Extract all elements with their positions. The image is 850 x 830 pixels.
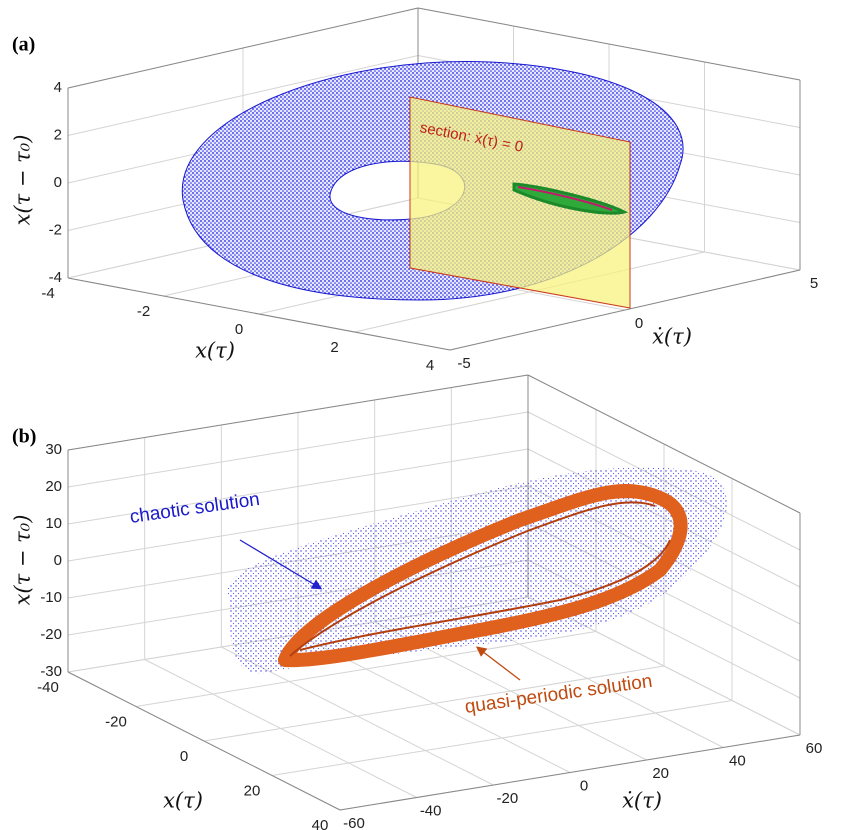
y-tick-label: 5 bbox=[810, 275, 818, 292]
z-tick-label: 30 bbox=[45, 441, 62, 458]
grid-line bbox=[67, 55, 419, 136]
z-axis-label: x(τ − τ₀) bbox=[11, 515, 35, 606]
x-tick-label: 40 bbox=[312, 817, 329, 830]
panel-label: (a) bbox=[12, 34, 35, 56]
axis-edge bbox=[339, 734, 801, 811]
x-tick-label: -20 bbox=[105, 713, 127, 730]
section-curve-red bbox=[517, 186, 613, 211]
y-axis-label: ẋ(τ) bbox=[652, 325, 692, 349]
y-tick-label: 0 bbox=[635, 315, 643, 332]
grid-line bbox=[67, 411, 529, 488]
y-tick-label: 60 bbox=[806, 740, 823, 757]
grid-line bbox=[144, 659, 417, 798]
y-tick-label: -5 bbox=[457, 355, 470, 372]
x-tick-label: -4 bbox=[41, 285, 54, 302]
z-tick-label: -20 bbox=[40, 626, 62, 643]
z-tick-label: 2 bbox=[54, 126, 62, 143]
z-tick-label: 0 bbox=[54, 552, 62, 569]
grid-line bbox=[67, 485, 529, 562]
x-axis-label: x(τ) bbox=[163, 789, 203, 813]
y-tick-label: 0 bbox=[580, 777, 588, 794]
arrow bbox=[475, 646, 521, 681]
annotation: quasi-periodic solution bbox=[463, 671, 653, 718]
y-axis-label: ẋ(τ) bbox=[622, 789, 662, 813]
attractor-plot: chaotic solution quasi-periodic solution bbox=[128, 467, 727, 718]
x-tick-label: 20 bbox=[244, 782, 261, 799]
y-tick-label: -40 bbox=[420, 802, 442, 819]
quasi-periodic-loop bbox=[278, 484, 688, 668]
z-tick-label: -2 bbox=[49, 221, 62, 238]
grid-line bbox=[67, 448, 529, 525]
quasi-periodic-inner bbox=[289, 501, 671, 657]
z-tick-label: -10 bbox=[40, 589, 62, 606]
z-tick-label: 10 bbox=[45, 515, 62, 532]
x-tick-label: 2 bbox=[330, 339, 338, 356]
y-tick-label: -20 bbox=[496, 790, 518, 807]
z-tick-label: 4 bbox=[54, 79, 62, 96]
y-tick-label: 20 bbox=[652, 765, 669, 782]
axis-edge bbox=[67, 374, 529, 451]
x-tick-label: 0 bbox=[180, 748, 188, 765]
section-plane bbox=[409, 96, 631, 309]
chaotic-cloud bbox=[227, 467, 727, 674]
axis-edge bbox=[67, 277, 451, 351]
x-tick-label: -40 bbox=[37, 679, 59, 696]
y-tick-label: 40 bbox=[729, 752, 746, 769]
y-tick-label: -60 bbox=[343, 815, 365, 830]
axis-edge bbox=[67, 7, 419, 89]
axis-edge bbox=[527, 374, 801, 514]
axis-edge bbox=[417, 7, 801, 81]
x-tick-label: -2 bbox=[137, 303, 150, 320]
z-axis-label: x(τ − τ₀) bbox=[11, 135, 35, 226]
x-axis-label: x(τ) bbox=[195, 339, 235, 363]
x-tick-label: 4 bbox=[426, 357, 434, 374]
section-hidden-edge bbox=[409, 215, 499, 285]
panel-label: (b) bbox=[12, 426, 36, 448]
z-tick-label: -30 bbox=[40, 663, 62, 680]
z-tick-label: -4 bbox=[49, 269, 62, 286]
z-tick-label: 0 bbox=[54, 174, 62, 191]
annotation: chaotic solution bbox=[128, 489, 261, 528]
x-tick-label: 0 bbox=[235, 321, 243, 338]
torus-plot: section: ẋ(τ) = 0 bbox=[181, 60, 684, 309]
arrow bbox=[239, 539, 323, 590]
axis-edge bbox=[67, 671, 341, 811]
z-tick-label: 20 bbox=[45, 478, 62, 495]
axis-edge bbox=[449, 269, 801, 351]
